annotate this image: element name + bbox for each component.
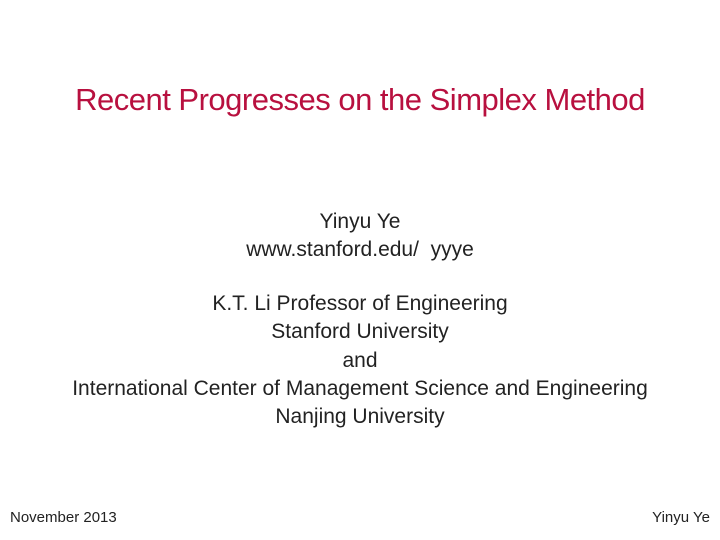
affiliation-line-1: K.T. Li Professor of Engineering [0, 290, 720, 318]
author-url: www.stanford.edu/ yyye [0, 236, 720, 264]
affiliation-line-4: International Center of Management Scien… [0, 375, 720, 403]
footer-author: Yinyu Ye [652, 509, 710, 526]
author-block: Yinyu Ye www.stanford.edu/ yyye [0, 208, 720, 265]
affiliation-line-3: and [0, 347, 720, 375]
slide: Recent Progresses on the Simplex Method … [0, 0, 720, 540]
affiliation-line-2: Stanford University [0, 318, 720, 346]
affiliation-line-5: Nanjing University [0, 403, 720, 431]
author-name: Yinyu Ye [0, 208, 720, 236]
footer-date: November 2013 [10, 509, 117, 526]
slide-title: Recent Progresses on the Simplex Method [0, 82, 720, 118]
affiliation-block: K.T. Li Professor of Engineering Stanfor… [0, 290, 720, 432]
